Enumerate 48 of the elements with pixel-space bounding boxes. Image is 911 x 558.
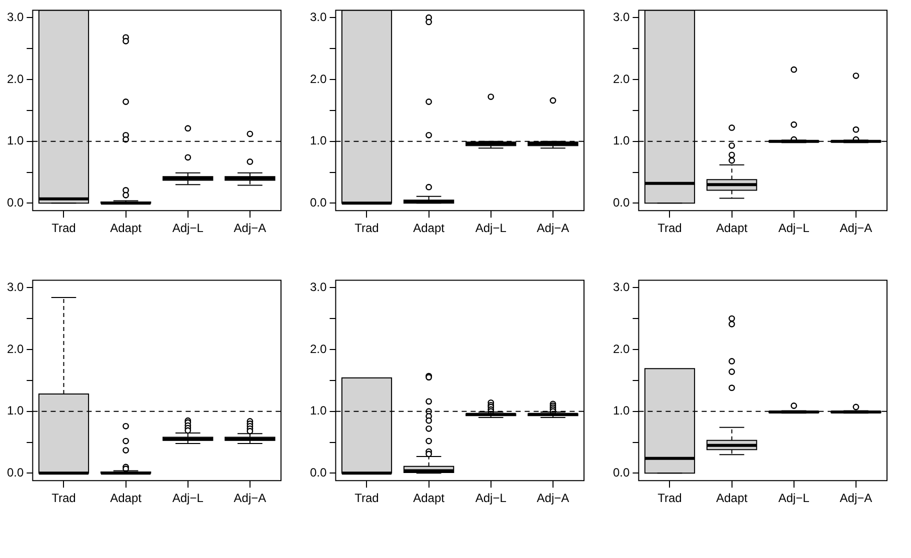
y-tick-label: 1.0 [310, 404, 327, 418]
x-tick-label: Adj−A [840, 491, 872, 506]
x-tick-label: Adapt [716, 221, 748, 236]
y-tick-label: 0.0 [310, 465, 327, 480]
y-tick-label: 3.0 [6, 10, 24, 24]
x-tick-label: Adj−L [172, 221, 204, 236]
y-tick-label: 0.0 [612, 195, 630, 210]
x-tick-label: Adj−L [778, 491, 810, 506]
x-tick-label: Adapt [413, 221, 446, 236]
x-tick-label: Adapt [110, 221, 142, 236]
y-tick-label: 2.0 [612, 72, 630, 86]
x-tick-label: Adj−A [234, 491, 266, 506]
x-tick-label: Trad [52, 221, 76, 236]
y-tick-label: 3.0 [612, 10, 630, 24]
x-tick-label: Trad [658, 221, 682, 236]
y-tick-label: 0.0 [310, 195, 327, 210]
x-tick-label: Adj−A [234, 221, 266, 236]
y-tick-label: 0.0 [612, 465, 630, 480]
x-tick-label: Adj−A [536, 491, 570, 506]
y-tick-label: 0.0 [6, 195, 24, 210]
x-tick-label: Adj−L [475, 491, 507, 506]
x-tick-label: Adj−L [778, 221, 810, 236]
x-tick-label: Adj−L [475, 221, 507, 236]
y-tick-label: 2.0 [6, 72, 24, 86]
y-tick-label: 2.0 [310, 342, 327, 356]
y-tick-label: 3.0 [310, 10, 327, 24]
x-tick-label: Trad [658, 491, 682, 506]
y-tick-label: 1.0 [612, 404, 630, 418]
y-tick-label: 2.0 [612, 342, 630, 356]
x-tick-label: Adapt [716, 491, 748, 506]
y-tick-label: 1.0 [612, 134, 630, 148]
y-tick-label: 0.0 [6, 465, 24, 480]
y-tick-label: 3.0 [612, 280, 630, 294]
x-tick-label: Adj−A [536, 221, 570, 236]
y-tick-label: 1.0 [310, 134, 327, 148]
y-tick-label: 3.0 [6, 280, 24, 294]
y-tick-label: 2.0 [310, 72, 327, 86]
y-tick-label: 1.0 [6, 404, 24, 418]
x-tick-label: Trad [52, 491, 76, 506]
y-tick-label: 1.0 [6, 134, 24, 148]
x-tick-label: Adapt [110, 491, 142, 506]
x-tick-label: Adj−A [840, 221, 872, 236]
y-tick-label: 2.0 [6, 342, 24, 356]
x-tick-label: Adapt [413, 491, 446, 506]
x-tick-label: Trad [354, 221, 379, 236]
x-tick-label: Trad [354, 491, 379, 506]
y-tick-label: 3.0 [310, 280, 327, 294]
x-tick-label: Adj−L [172, 491, 204, 506]
